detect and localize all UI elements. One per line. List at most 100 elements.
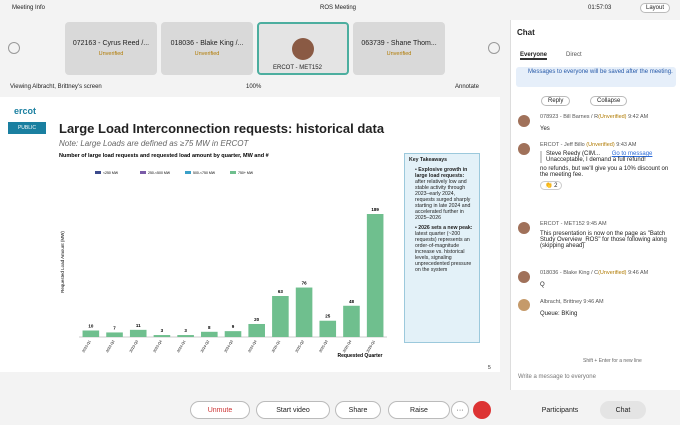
sender: Albracht, Brittney	[540, 299, 582, 305]
flag: (Unverified)	[586, 142, 615, 148]
page-number: 5	[488, 365, 491, 371]
reply-button[interactable]: Reply	[541, 96, 571, 106]
more-button[interactable]: ···	[451, 401, 469, 419]
tile-status: Unverified	[98, 51, 124, 57]
raise-button[interactable]: Raise	[388, 401, 450, 419]
tile-name: 018036 - Blake King /...	[170, 40, 244, 47]
collapse-button[interactable]: Collapse	[590, 96, 628, 106]
goto-link[interactable]: Go to message	[611, 151, 653, 157]
value-label: 25	[325, 314, 331, 319]
sender: ERCOT - Jeff Billo	[540, 142, 585, 148]
participant-tile[interactable]: ERCOT - MET152	[257, 22, 349, 75]
chat-message: ERCOT - Jeff Billo (Unverified) 9:43 AM …	[540, 142, 675, 190]
avatar	[518, 222, 530, 234]
x-tick-label: 2025-Q4	[342, 339, 352, 353]
reaction-count: 2	[554, 183, 558, 189]
bar	[224, 331, 242, 337]
label: Chat	[615, 406, 631, 414]
meeting-title: ROS Meeting	[320, 5, 357, 11]
tile-name: 063739 - Shane Thom...	[361, 40, 437, 47]
x-tick-label: 2025-Q1	[271, 339, 281, 353]
x-axis-label: Requested Quarter	[337, 353, 382, 359]
chat-message: ERCOT - MET152 9:45 AM This presentation …	[540, 221, 668, 249]
slide-title: Large Load Interconnection requests: his…	[59, 121, 385, 136]
takeaways: Key Takeaways • Explosive growth in larg…	[404, 153, 480, 343]
bullet-text: after relatively low and stable activity…	[415, 179, 471, 221]
unmute-button[interactable]: Unmute	[190, 401, 250, 419]
avatar	[292, 38, 314, 60]
chart: Number of large load requests and reques…	[59, 153, 387, 359]
bar	[153, 335, 171, 337]
chat-title: Chat	[517, 28, 535, 37]
shared-screen: ercot PUBLIC Large Load Interconnection …	[0, 97, 500, 372]
chat-input[interactable]: Write a message to everyone	[518, 374, 596, 380]
reaction[interactable]: 👏 2	[540, 181, 563, 190]
sender: 078923 - Bill Barnes / R	[540, 114, 599, 120]
participants-button[interactable]: Participants	[530, 401, 590, 419]
label: Participants	[541, 406, 579, 414]
participant-tile[interactable]: 072163 - Cyrus Reed /... Unverified	[65, 22, 157, 75]
legend-label: 250-<500 MW	[148, 171, 171, 175]
zoom[interactable]: 100%	[246, 84, 262, 90]
time: 9:45 AM	[586, 221, 607, 227]
bullet-text: latest quarter (~200 requests) represent…	[415, 231, 472, 273]
video-button[interactable]: Start video	[256, 401, 330, 419]
avatar	[518, 143, 530, 155]
time: 9:46 AM	[628, 270, 649, 276]
chat-message: Albracht, Brittney 9:46 AM Queue: BKing	[540, 299, 680, 317]
flag: (Unverified)	[598, 114, 627, 120]
bar	[343, 305, 360, 337]
bar	[295, 287, 313, 337]
value-label: 48	[349, 299, 355, 304]
logo: ercot	[14, 106, 37, 116]
tab[interactable]: Direct	[566, 52, 582, 58]
text: Q	[540, 282, 545, 288]
quote-author: Steve Reedy (CIM...	[546, 151, 601, 157]
slide-note: Note: Large Loads are defined as ≥75 MW …	[59, 139, 249, 148]
quote-text: Unacceptable, I demand a full refund!	[546, 157, 646, 163]
value-label: 8	[208, 325, 211, 330]
prev-button[interactable]	[8, 42, 20, 54]
legend-swatch	[185, 171, 191, 174]
legend-label: 500-<750 MW	[193, 171, 216, 175]
layout-button[interactable]: Layout	[640, 3, 671, 13]
meeting-info[interactable]: Meeting Info	[12, 5, 46, 11]
label: Unmute	[207, 406, 233, 414]
tab[interactable]: Everyone	[520, 52, 548, 60]
value-label: 20	[254, 317, 260, 322]
x-tick-label: 2024-Q1	[176, 339, 186, 353]
x-tick-label: 2025-Q2	[295, 339, 305, 353]
bar	[129, 329, 147, 337]
chat-button[interactable]: Chat	[600, 401, 646, 419]
value-label: 63	[278, 289, 284, 294]
text: Yes	[540, 126, 550, 132]
public-tag: PUBLIC	[8, 122, 46, 134]
sender: 018036 - Blake King / C	[540, 270, 599, 276]
leave-button[interactable]	[473, 401, 491, 419]
value-label: 76	[302, 281, 308, 286]
text: This presentation is now on the page as …	[540, 231, 667, 249]
value-label: 9	[232, 324, 235, 329]
chat-message: 078923 - Bill Barnes / R(Unverified) 9:4…	[540, 114, 680, 132]
flag: (Unverified)	[598, 270, 627, 276]
bullet-bold: Explosive growth in large load requests:	[415, 167, 468, 179]
share-button[interactable]: Share	[335, 401, 381, 419]
participant-tile[interactable]: 018036 - Blake King /... Unverified	[161, 22, 253, 75]
avatar	[518, 115, 530, 127]
timer: 01:57:03	[588, 5, 612, 11]
bar	[201, 331, 218, 337]
tile-status: Unverified	[194, 51, 220, 57]
bar	[319, 320, 337, 337]
bar	[272, 296, 289, 337]
hint: Shift + Enter for a new line	[583, 358, 642, 364]
annotate[interactable]: Annotate	[455, 84, 480, 90]
x-tick-label: 2023-Q2	[105, 339, 115, 353]
next-button[interactable]	[488, 42, 500, 54]
x-tick-label: 2025-Q3	[318, 339, 328, 353]
participant-tile[interactable]: 063739 - Shane Thom... Unverified	[353, 22, 445, 75]
chart-title: Number of large load requests and reques…	[59, 153, 269, 159]
bar	[82, 330, 100, 337]
label: Share	[348, 406, 368, 414]
bar	[106, 332, 123, 337]
y-axis-label: Requested Load Amount (MW)	[60, 231, 65, 293]
